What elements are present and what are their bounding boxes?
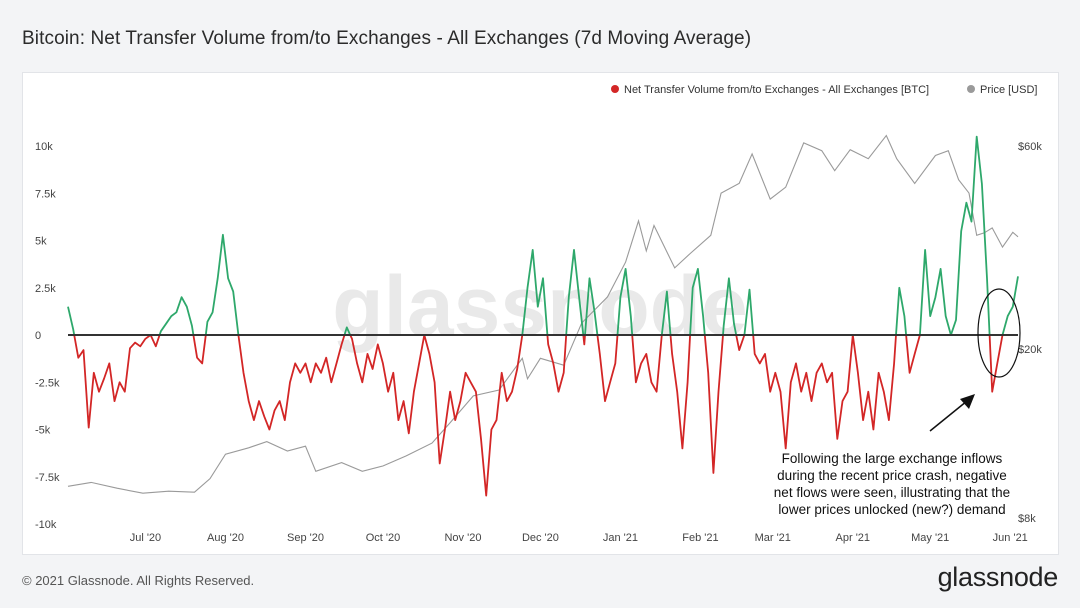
x-tick-label: Jan '21: [603, 532, 638, 544]
y-left-tick-label: 5k: [35, 236, 47, 248]
legend-label-price[interactable]: Price [USD]: [980, 84, 1037, 96]
annotation-text-line: lower prices unlocked (new?) demand: [778, 502, 1005, 517]
annotation-arrow-head: [960, 394, 975, 409]
y-left-tick-label: -7.5k: [35, 472, 60, 484]
net-flow-negative-segment[interactable]: [703, 334, 724, 474]
brand-logo: glassnode: [937, 562, 1059, 592]
net-flow-negative-segment[interactable]: [192, 334, 207, 365]
net-flow-negative-segment[interactable]: [851, 334, 897, 431]
net-flow-negative-segment[interactable]: [905, 334, 921, 374]
net-flow-negative-segment[interactable]: [349, 334, 426, 435]
net-flow-negative-segment[interactable]: [546, 334, 568, 393]
price-series-line[interactable]: [67, 134, 1019, 494]
net-flow-positive-segment[interactable]: [565, 249, 585, 336]
x-tick-label: Jun '21: [993, 532, 1028, 544]
net-flow-positive-segment[interactable]: [660, 290, 672, 336]
net-flow-negative-segment[interactable]: [631, 334, 663, 393]
y-left-tick-label: 7.5k: [35, 188, 56, 200]
x-tick-label: May '21: [911, 532, 949, 544]
net-flow-positive-segment[interactable]: [919, 135, 991, 336]
y-right-tick-label: $60k: [1018, 141, 1042, 153]
copyright-text: © 2021 Glassnode. All Rights Reserved.: [22, 573, 255, 588]
x-tick-label: Jul '20: [130, 532, 161, 544]
y-left-tick-label: 10k: [35, 141, 53, 153]
x-tick-label: Oct '20: [366, 532, 401, 544]
legend-marker-net-flow: [611, 85, 619, 93]
net-flow-positive-segment[interactable]: [521, 249, 549, 336]
watermark-text: glassnode: [332, 259, 747, 353]
y-left-tick-label: -2.5k: [35, 377, 60, 389]
net-flow-negative-segment[interactable]: [669, 334, 691, 450]
chart-svg[interactable]: glassnode 10k 7.5k 5k 2.5k 0 -2.5k -5k -7.5k -10k…: [23, 73, 1058, 554]
legend-label-net-flow[interactable]: Net Transfer Volume from/to Exchanges - …: [624, 84, 929, 96]
x-tick-label: Feb '21: [682, 532, 718, 544]
net-flow-negative-segment[interactable]: [752, 334, 854, 450]
annotation-text-line: during the recent price crash, negative: [777, 468, 1007, 483]
legend-marker-price: [967, 85, 975, 93]
net-flow-positive-segment[interactable]: [722, 277, 738, 336]
net-flow-positive-segment[interactable]: [1001, 276, 1019, 336]
net-flow-negative-segment[interactable]: [735, 334, 746, 351]
y-left-tick-label: -5k: [35, 425, 51, 437]
chart-title: Bitcoin: Net Transfer Volume from/to Exc…: [22, 28, 752, 49]
annotation-arrow-line: [929, 400, 968, 432]
highlight-ellipse: [977, 288, 1021, 378]
net-flow-negative-segment[interactable]: [237, 334, 346, 431]
y-right-tick-label: $8k: [1018, 513, 1036, 525]
net-flow-positive-segment[interactable]: [743, 288, 755, 336]
net-flow-positive-segment[interactable]: [343, 326, 352, 336]
x-tick-label: Nov '20: [444, 532, 481, 544]
y-left-tick-label: -10k: [35, 519, 57, 531]
x-tick-label: Apr '21: [836, 532, 871, 544]
net-flow-positive-segment[interactable]: [158, 296, 195, 336]
y-right-tick-label: $20k: [1018, 344, 1042, 356]
net-flow-positive-segment[interactable]: [584, 277, 599, 336]
net-flow-positive-segment[interactable]: [689, 268, 706, 336]
y-left-tick-label: 2.5k: [35, 283, 56, 295]
net-flow-positive-segment[interactable]: [204, 233, 240, 336]
net-flow-negative-segment[interactable]: [423, 334, 524, 497]
x-tick-label: Sep '20: [287, 532, 324, 544]
chart-panel: glassnode 10k 7.5k 5k 2.5k 0 -2.5k -5k -7.5k -10k…: [22, 72, 1059, 555]
net-flow-positive-segment[interactable]: [616, 268, 634, 336]
net-flow-negative-segment[interactable]: [149, 334, 161, 348]
annotation-text-line: Following the large exchange inflows: [782, 451, 1003, 466]
net-flow-positive-segment[interactable]: [67, 306, 76, 336]
annotation-text-line: net flows were seen, illustrating that t…: [774, 485, 1010, 500]
x-tick-label: Dec '20: [522, 532, 559, 544]
net-flow-negative-segment[interactable]: [582, 334, 586, 346]
x-tick-label: Aug '20: [207, 532, 244, 544]
y-left-tick-label: 0: [35, 330, 41, 342]
net-flow-negative-segment[interactable]: [988, 334, 1004, 393]
x-tick-label: Mar '21: [755, 532, 791, 544]
net-flow-negative-segment[interactable]: [73, 334, 152, 429]
net-flow-negative-segment[interactable]: [596, 334, 619, 402]
net-flow-positive-segment[interactable]: [895, 286, 907, 336]
